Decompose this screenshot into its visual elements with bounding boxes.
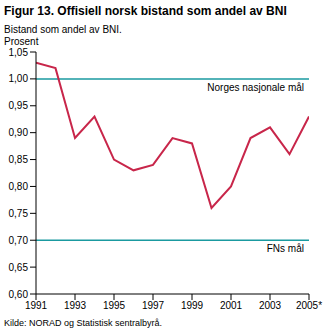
svg-text:FNs mål: FNs mål: [267, 243, 304, 254]
svg-text:1993: 1993: [64, 300, 87, 311]
html-text:Prosent: Prosent: [4, 36, 39, 47]
svg-text:1,00: 1,00: [9, 73, 29, 84]
svg-text:1,05: 1,05: [9, 47, 29, 58]
svg-text:0,60: 0,60: [9, 289, 29, 300]
svg-text:1991: 1991: [25, 300, 48, 311]
html-text:Kilde: NORAD og Statistisk sen: Kilde: NORAD og Statistisk sentralbyrå.: [4, 318, 163, 328]
svg-text:0,65: 0,65: [9, 262, 29, 273]
svg-text:1999: 1999: [181, 300, 204, 311]
svg-text:1997: 1997: [142, 300, 165, 311]
svg-text:1995: 1995: [103, 300, 126, 311]
svg-text:0,90: 0,90: [9, 127, 29, 138]
html-text:Bistand som andel av BNI.: Bistand som andel av BNI.: [4, 24, 122, 35]
svg-text:0,70: 0,70: [9, 235, 29, 246]
svg-text:2003: 2003: [259, 300, 282, 311]
svg-text:0,75: 0,75: [9, 208, 29, 219]
svg-text:0,85: 0,85: [9, 154, 29, 165]
svg-text:0,95: 0,95: [9, 100, 29, 111]
svg-text:2005*: 2005*: [296, 300, 315, 311]
svg-text:2001: 2001: [220, 300, 243, 311]
svg-text:Norges nasjonale mål: Norges nasjonale mål: [207, 82, 304, 93]
svg-text:0,80: 0,80: [9, 181, 29, 192]
html-text:Figur 13. Offisiell norsk bist: Figur 13. Offisiell norsk bistand som an…: [4, 4, 287, 18]
